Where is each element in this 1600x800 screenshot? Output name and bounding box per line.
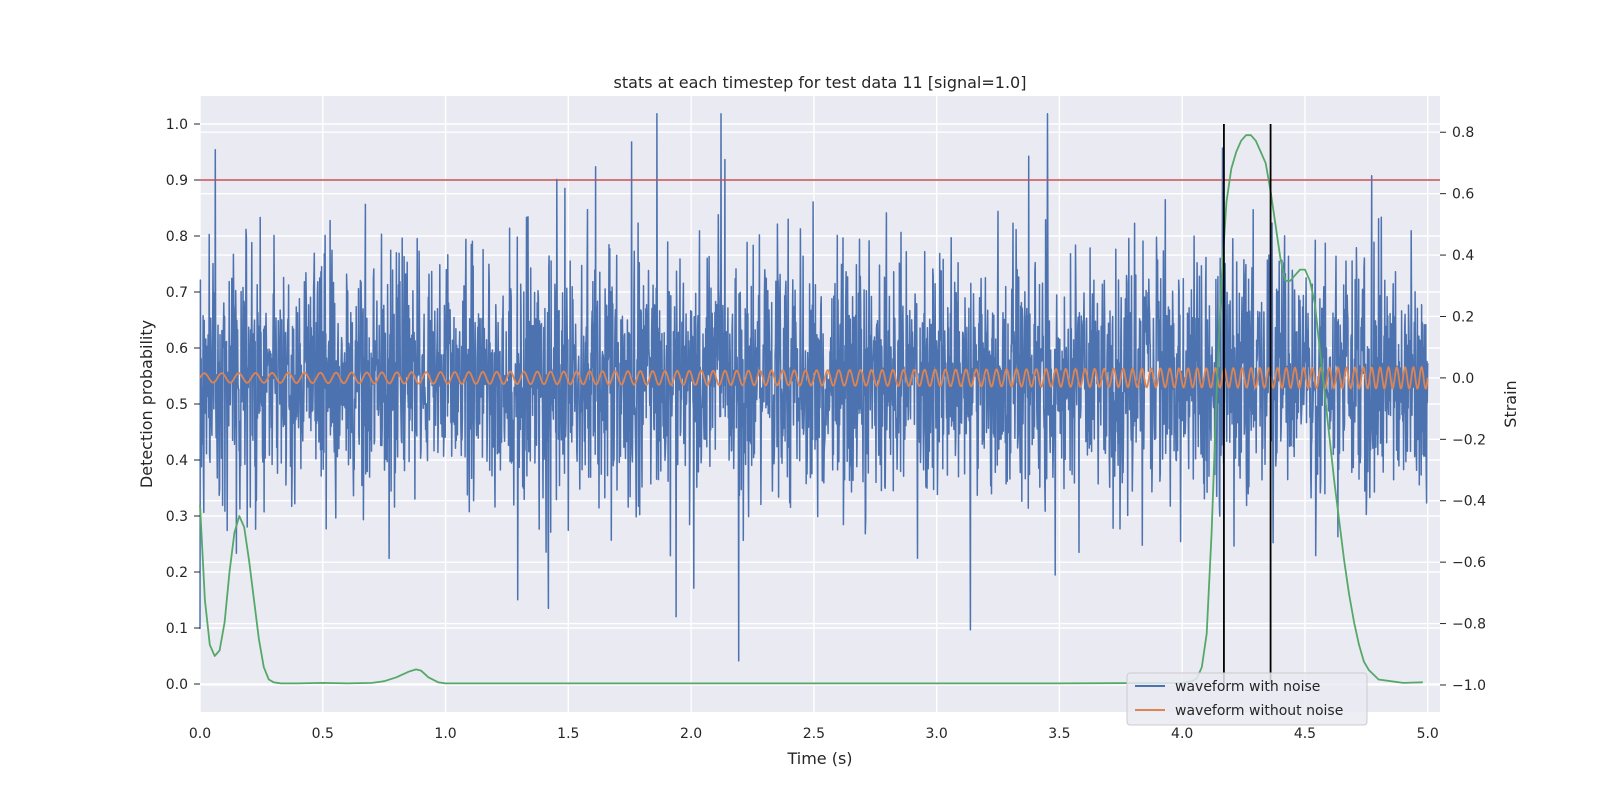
x-tick-label-8: 4.0 — [1171, 726, 1193, 742]
y2-tick-label-6: 0.2 — [1452, 309, 1474, 325]
y-tick-label-3: 0.3 — [166, 509, 188, 525]
y-tick-label-7: 0.7 — [166, 285, 188, 301]
x-tick-label-9: 4.5 — [1294, 726, 1316, 742]
y2-tick-label-9: 0.8 — [1452, 125, 1474, 141]
y-tick-label-2: 0.2 — [166, 565, 188, 581]
chart-title: stats at each timestep for test data 11 … — [614, 73, 1027, 92]
x-tick-label-1: 0.5 — [312, 726, 334, 742]
x-tick-label-0: 0.0 — [189, 726, 211, 742]
x-tick-label-5: 2.5 — [803, 726, 825, 742]
y-tick-label-9: 0.9 — [166, 173, 188, 189]
x-axis-label: Time (s) — [786, 749, 852, 768]
y2-tick-label-3: −0.4 — [1452, 494, 1486, 510]
y2-tick-label-2: −0.6 — [1452, 555, 1486, 571]
x-tick-label-4: 2.0 — [680, 726, 702, 742]
y-axis-label: Detection probability — [137, 320, 156, 488]
x-tick-label-10: 5.0 — [1417, 726, 1439, 742]
y2-tick-label-8: 0.6 — [1452, 187, 1474, 203]
series-detection-probability-line — [199, 134, 1423, 685]
y-tick-label-0: 0.0 — [166, 677, 188, 693]
y-tick-label-8: 0.8 — [166, 229, 188, 245]
y2-tick-label-4: −0.2 — [1452, 432, 1486, 448]
x-tick-label-6: 3.0 — [926, 726, 948, 742]
x-tick-label-7: 3.5 — [1048, 726, 1070, 742]
y2-tick-label-0: −1.0 — [1452, 678, 1486, 694]
legend-label-waveform-without-noise: waveform without noise — [1175, 703, 1343, 719]
x-tick-label-2: 1.0 — [434, 726, 456, 742]
y2-axis-label: Strain — [1501, 380, 1520, 427]
series-layer — [199, 113, 1440, 685]
y-tick-label-4: 0.4 — [166, 453, 188, 469]
y2-tick-label-7: 0.4 — [1452, 248, 1474, 264]
y-tick-label-6: 0.6 — [166, 341, 188, 357]
y2-tick-label-1: −0.8 — [1452, 617, 1486, 633]
x-tick-label-3: 1.5 — [557, 726, 579, 742]
legend-label-waveform-with-noise: waveform with noise — [1175, 679, 1320, 695]
legend: waveform with noise waveform without noi… — [1126, 672, 1368, 726]
y-tick-label-5: 0.5 — [166, 397, 188, 413]
ticks-layer: 0.0 0.5 1.0 1.5 2.0 2.5 3.0 3.5 4.0 4.5 5.0 0.0 0.1 0… — [166, 117, 1486, 742]
legend-box — [1126, 672, 1368, 726]
y-tick-label-10: 1.0 — [166, 117, 188, 133]
y-tick-label-1: 0.1 — [166, 621, 188, 637]
y2-tick-label-5: 0.0 — [1452, 371, 1474, 387]
